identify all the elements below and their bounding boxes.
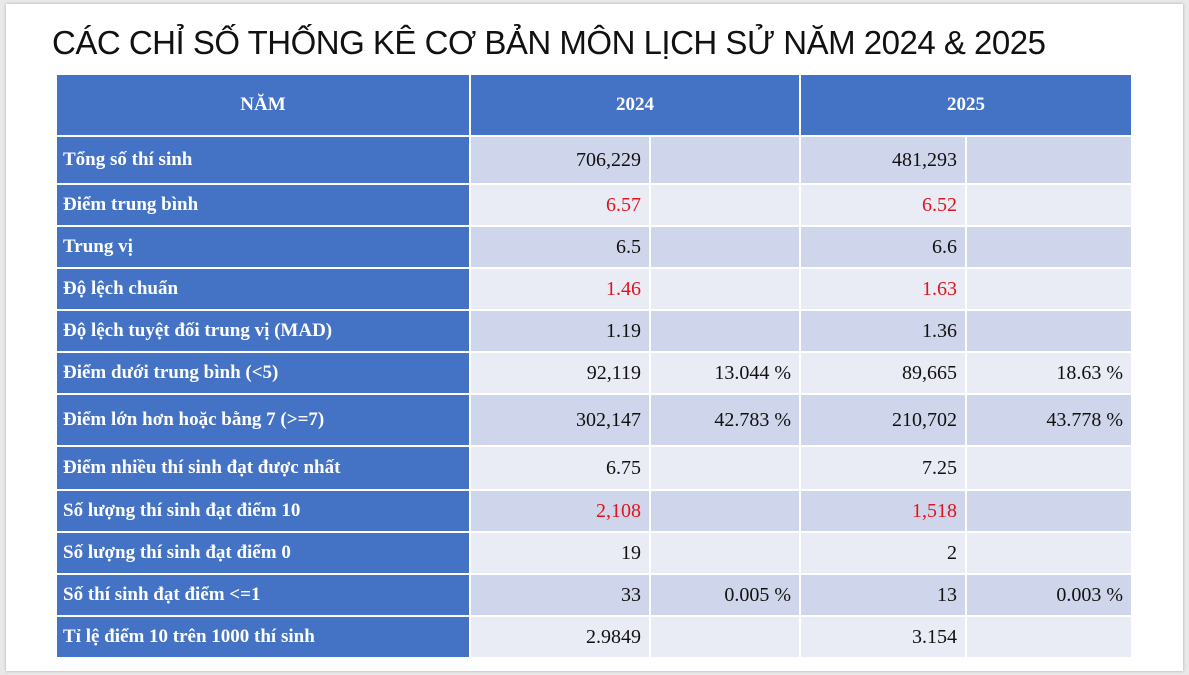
value-2025: 210,702 [799,393,967,447]
value-2024: 1.19 [469,309,651,353]
table-row: Số lượng thí sinh đạt điểm 10 2,108 1,518 [55,489,1133,533]
row-label: Số lượng thí sinh đạt điểm 10 [55,489,471,533]
value-2025: 1.63 [799,267,967,311]
percent-2025 [965,615,1133,659]
value-2025: 481,293 [799,135,967,185]
value-2024: 2.9849 [469,615,651,659]
value-2024: 2,108 [469,489,651,533]
table-row: Điểm trung bình 6.57 6.52 [55,183,1133,227]
percent-2024 [649,615,801,659]
value-2024: 19 [469,531,651,575]
value-2024: 706,229 [469,135,651,185]
percent-2025 [965,531,1133,575]
table-row: Trung vị 6.5 6.6 [55,225,1133,269]
stats-body: Tổng số thí sinh 706,229 481,293 Điểm trung… [55,135,1133,659]
value-2025: 1,518 [799,489,967,533]
table-row: Số thí sinh đạt điểm <=1 33 0.005 % 13 0.003… [55,573,1133,617]
value-2025: 6.52 [799,183,967,227]
header-year-label: NĂM [55,73,471,137]
row-label: Số thí sinh đạt điểm <=1 [55,573,471,617]
value-2024: 92,119 [469,351,651,395]
value-2025: 89,665 [799,351,967,395]
value-2025: 1.36 [799,309,967,353]
value-2025: 13 [799,573,967,617]
table-row: Tổng số thí sinh 706,229 481,293 [55,135,1133,185]
percent-2024 [649,225,801,269]
value-2024: 302,147 [469,393,651,447]
value-2024: 6.57 [469,183,651,227]
table-row: Độ lệch tuyệt đối trung vị (MAD) 1.19 1.36 [55,309,1133,353]
table-row: Số lượng thí sinh đạt điểm 0 19 2 [55,531,1133,575]
percent-2024: 42.783 % [649,393,801,447]
value-2024: 6.5 [469,225,651,269]
percent-2024 [649,309,801,353]
value-2025: 6.6 [799,225,967,269]
percent-2025: 43.778 % [965,393,1133,447]
percent-2025 [965,183,1133,227]
stats-table: NĂM 2024 2025 Tổng số thí sinh 706,229 481… [55,73,1133,659]
percent-2024 [649,489,801,533]
table-row: Điểm dưới trung bình (<5) 92,119 13.044 % 8… [55,351,1133,395]
row-label: Điểm dưới trung bình (<5) [55,351,471,395]
percent-2024: 13.044 % [649,351,801,395]
value-2025: 2 [799,531,967,575]
percent-2025 [965,267,1133,311]
value-2024: 6.75 [469,445,651,491]
row-label: Số lượng thí sinh đạt điểm 0 [55,531,471,575]
percent-2025 [965,489,1133,533]
table-row: Điểm lớn hơn hoặc bằng 7 (>=7) 302,147 42.… [55,393,1133,447]
row-label: Tỉ lệ điểm 10 trên 1000 thí sinh [55,615,471,659]
row-label: Tổng số thí sinh [55,135,471,185]
value-2025: 3.154 [799,615,967,659]
value-2024: 1.46 [469,267,651,311]
table-row: Độ lệch chuẩn 1.46 1.63 [55,267,1133,311]
percent-2024 [649,135,801,185]
table-row: Tỉ lệ điểm 10 trên 1000 thí sinh 2.9849 3.… [55,615,1133,659]
value-2024: 33 [469,573,651,617]
header-row: NĂM 2024 2025 [55,73,1133,137]
percent-2024: 0.005 % [649,573,801,617]
percent-2024 [649,531,801,575]
percent-2024 [649,183,801,227]
percent-2025 [965,135,1133,185]
row-label: Trung vị [55,225,471,269]
percent-2024 [649,445,801,491]
percent-2025 [965,225,1133,269]
percent-2025 [965,445,1133,491]
row-label: Điểm lớn hơn hoặc bằng 7 (>=7) [55,393,471,447]
value-2025: 7.25 [799,445,967,491]
row-label: Điểm nhiều thí sinh đạt được nhất [55,445,471,491]
slide: CÁC CHỈ SỐ THỐNG KÊ CƠ BẢN MÔN LỊCH SỬ N… [6,4,1183,671]
row-label: Độ lệch chuẩn [55,267,471,311]
page-title: CÁC CHỈ SỐ THỐNG KÊ CƠ BẢN MÔN LỊCH SỬ N… [52,24,1046,61]
percent-2025: 18.63 % [965,351,1133,395]
row-label: Độ lệch tuyệt đối trung vị (MAD) [55,309,471,353]
percent-2024 [649,267,801,311]
row-label: Điểm trung bình [55,183,471,227]
table-row: Điểm nhiều thí sinh đạt được nhất 6.75 7.2… [55,445,1133,491]
percent-2025: 0.003 % [965,573,1133,617]
percent-2025 [965,309,1133,353]
header-year-2025: 2025 [799,73,1133,137]
header-year-2024: 2024 [469,73,801,137]
